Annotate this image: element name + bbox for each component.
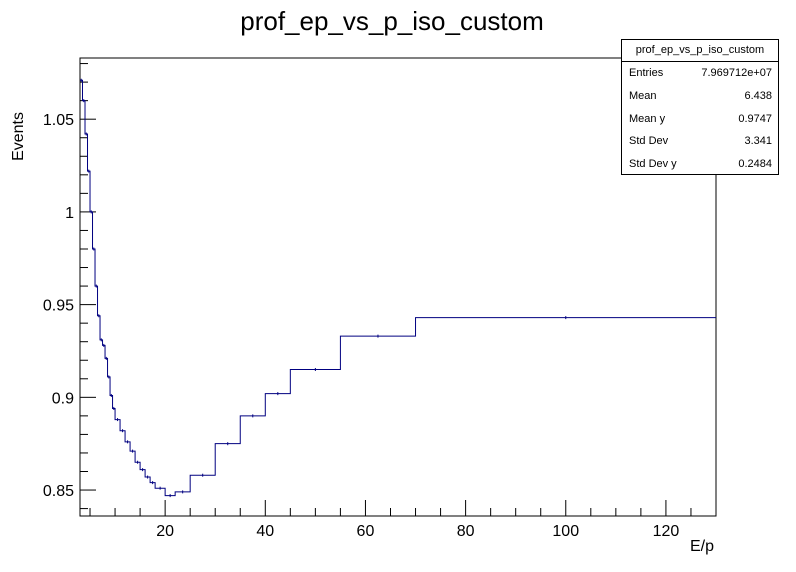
stats-row-std-dev-y: Std Dev y 0.2484 [622, 153, 778, 176]
stats-label: Mean [629, 89, 657, 102]
stats-value: 3.341 [744, 135, 772, 148]
stats-label: Std Dev [629, 135, 669, 148]
y-tick-label: 0.85 [43, 483, 74, 500]
stats-title: prof_ep_vs_p_iso_custom [622, 40, 778, 62]
stats-value: 0.9747 [738, 112, 772, 125]
stats-label: Std Dev y [629, 158, 677, 171]
x-axis: 20 40 60 80 100 120 [89, 500, 692, 540]
stats-row-std-dev: Std Dev 3.341 [622, 130, 778, 153]
stats-label: Mean y [629, 112, 666, 125]
chart-title: prof_ep_vs_p_iso_custom [240, 6, 544, 36]
y-axis: 0.85 0.9 0.95 1 1.05 [43, 63, 96, 510]
y-axis-label: Events [10, 112, 27, 161]
stats-row-mean: Mean 6.438 [622, 85, 778, 108]
y-tick-label: 0.95 [43, 298, 74, 315]
y-tick-label: 1.05 [43, 112, 74, 129]
stats-box: prof_ep_vs_p_iso_custom Entries 7.969712… [621, 39, 779, 175]
stats-row-mean-y: Mean y 0.9747 [622, 108, 778, 131]
x-tick-label: 80 [457, 523, 475, 540]
x-tick-label: 60 [357, 523, 375, 540]
data-series [80, 78, 716, 498]
x-tick-label: 20 [156, 523, 174, 540]
x-tick-label: 120 [653, 523, 680, 540]
stats-value: 7.969712e+07 [701, 67, 772, 79]
stats-value: 0.2484 [738, 158, 772, 171]
x-tick-label: 40 [256, 523, 274, 540]
y-tick-label: 1 [65, 205, 74, 222]
stats-row-entries: Entries 7.969712e+07 [622, 62, 778, 85]
x-axis-label: E/p [690, 538, 714, 555]
y-tick-label: 0.9 [52, 390, 74, 407]
plot-frame [79, 57, 717, 517]
stats-value: 6.438 [744, 89, 772, 102]
stats-label: Entries [629, 67, 664, 79]
x-tick-label: 100 [552, 523, 579, 540]
